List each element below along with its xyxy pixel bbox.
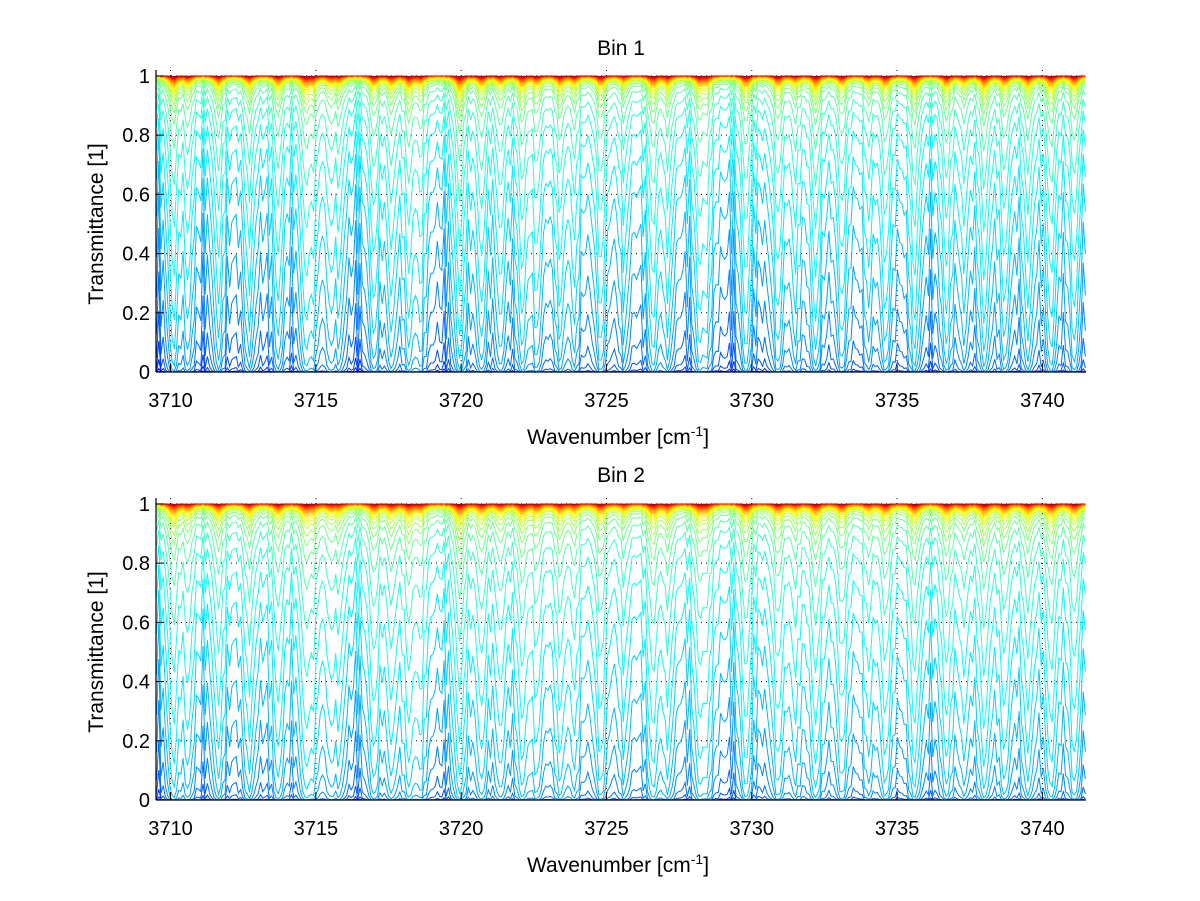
series-line-27: [156, 135, 1086, 359]
series-line-26: [156, 117, 1086, 336]
series-line-21: [156, 509, 1086, 570]
y-axis-label: Transmittance [1]: [85, 571, 108, 732]
y-tick-label: 0: [139, 362, 150, 384]
y-tick-label: 0.6: [122, 612, 150, 634]
series-line-26: [156, 564, 1086, 776]
series-line-28: [156, 623, 1086, 800]
y-tick-label: 0.2: [122, 731, 150, 753]
series-line-19: [156, 506, 1086, 542]
series-line-25: [156, 544, 1086, 742]
series-line-23: [156, 87, 1086, 202]
series-group: [156, 75, 1086, 373]
x-tick-label: 3715: [294, 818, 339, 840]
x-axis-label-superscript: -1: [691, 851, 704, 867]
series-line-27: [156, 589, 1086, 795]
y-tick-label: 1: [139, 494, 150, 516]
series-line-19: [156, 77, 1086, 113]
x-tick-label: 3740: [1020, 818, 1065, 840]
y-tick-label: 0.8: [122, 553, 150, 575]
x-axis-label: Wavenumber [cm-1]: [527, 423, 709, 449]
series-line-22: [156, 81, 1086, 162]
series-line-20: [156, 78, 1086, 120]
axes: [155, 70, 1086, 373]
x-tick-label: 3710: [148, 818, 193, 840]
x-axis-label-main: Wavenumber [cm: [527, 854, 691, 877]
x-tick-label: 3730: [730, 390, 775, 412]
series-line-18: [156, 505, 1086, 534]
y-tick-label: 1: [139, 66, 150, 88]
axes: [155, 498, 1086, 801]
x-axis-label-suffix: ]: [703, 854, 709, 877]
y-axis-label: Transmittance [1]: [85, 143, 108, 304]
y-tick-label: 0.2: [122, 303, 150, 325]
series-group: [156, 503, 1086, 801]
chart-panel-bin-1: Bin 1 3710 3715 3720 3725 3730 3735 3740 0 0.2 0.…: [85, 37, 1086, 449]
x-tick-label: 3730: [730, 818, 775, 840]
series-line-22: [156, 514, 1086, 600]
series-line-29: [156, 191, 1086, 373]
series-line-28: [156, 160, 1086, 371]
x-tick-label: 3715: [294, 390, 339, 412]
x-axis-label-main: Wavenumber [cm: [527, 426, 691, 449]
series-line-24: [156, 529, 1086, 692]
x-axis-label-superscript: -1: [691, 423, 704, 439]
x-tick-label: 3740: [1020, 390, 1065, 412]
y-tick-label: 0.4: [122, 244, 150, 266]
y-tick-label: 0.4: [122, 672, 150, 694]
chart-title: Bin 1: [597, 37, 645, 60]
y-tick-label: 0.8: [122, 125, 150, 147]
x-tick-label: 3720: [439, 390, 484, 412]
x-axis-label: Wavenumber [cm-1]: [527, 851, 709, 877]
tick-labels: 3710 3715 3720 3725 3730 3735 3740 0 0.2 0.4 0.6 0.…: [122, 494, 1064, 840]
x-tick-label: 3725: [584, 818, 629, 840]
y-tick-label: 0.6: [122, 184, 150, 206]
series-line-25: [156, 103, 1086, 296]
x-tick-label: 3710: [148, 390, 193, 412]
series-line-23: [156, 520, 1086, 642]
chart-title: Bin 2: [597, 464, 645, 487]
series-line-24: [156, 93, 1086, 248]
y-tick-label: 0: [139, 790, 150, 812]
x-tick-label: 3735: [875, 390, 920, 412]
x-tick-label: 3720: [439, 818, 484, 840]
x-axis-label-suffix: ]: [703, 426, 709, 449]
series-line-29: [156, 659, 1086, 801]
series-line-21: [156, 79, 1086, 134]
x-tick-label: 3725: [584, 390, 629, 412]
series-line-20: [156, 507, 1086, 552]
tick-labels: 3710 3715 3720 3725 3730 3735 3740 0 0.2 0.4 0.6 0.…: [122, 66, 1064, 412]
series-line-31: [156, 740, 1086, 801]
chart-panel-bin-2: Bin 2 3710 3715 3720 3725 3730 3735 3740 0 0.2 0.…: [85, 464, 1086, 877]
x-tick-label: 3735: [875, 818, 920, 840]
